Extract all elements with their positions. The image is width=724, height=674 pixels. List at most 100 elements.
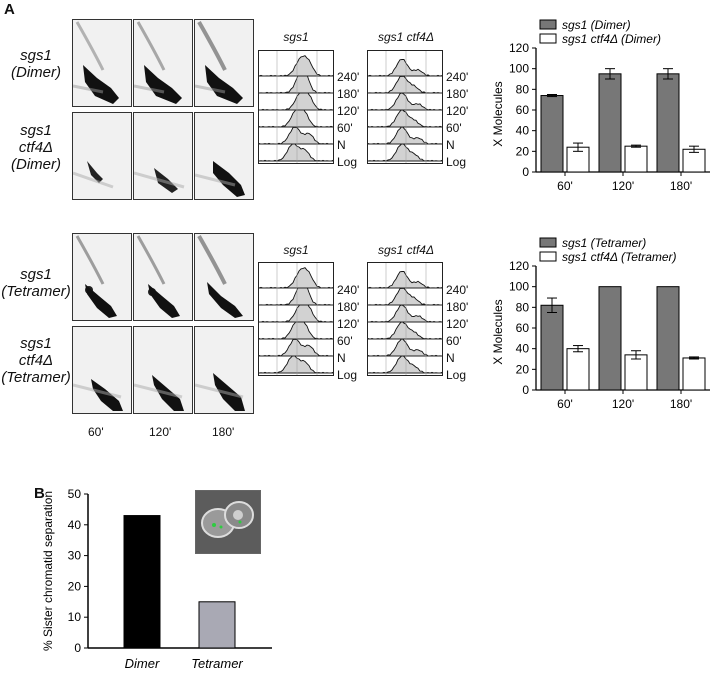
bar — [198, 601, 236, 649]
y-tick-label: 100 — [509, 280, 529, 294]
facs-histogram-stack — [367, 262, 443, 376]
bar-chart-dimer: 0 20 40 60 80 100 120 X Molecules 60' 120' 180' sgs… — [491, 18, 710, 193]
legend-label: sgs1 (Tetramer) — [562, 236, 646, 250]
gel-blot — [133, 326, 193, 414]
y-tick-label: 0 — [74, 641, 81, 655]
y-tick-label: 60 — [516, 321, 530, 335]
gel-blot — [72, 19, 132, 107]
legend-swatch — [539, 19, 557, 30]
x-tick-label: 60' — [557, 397, 573, 411]
legend-label: sgs1 ctf4Δ (Tetramer) — [562, 250, 677, 264]
bar-chart-tetramer: 0 20 40 60 80 100 120 X Molecules 60' 120' 180' sgs… — [491, 236, 710, 411]
y-tick-label: 40 — [516, 342, 530, 356]
facs-histogram — [368, 355, 442, 374]
facs-histogram — [259, 267, 333, 289]
row-label-sgs1-tetramer: sgs1 (Tetramer) — [1, 266, 71, 300]
bar — [624, 145, 648, 173]
bar — [624, 354, 648, 391]
gel-blot — [72, 326, 132, 414]
legend-swatch — [539, 251, 557, 262]
x-tick-label: 120' — [612, 397, 634, 411]
y-tick-label: 40 — [68, 518, 82, 532]
x-tick-label: 180' — [670, 179, 692, 193]
facs-title: sgs1 — [283, 30, 309, 44]
facs-title: sgs1 — [283, 243, 309, 257]
gel-blot — [72, 233, 132, 321]
bar — [566, 348, 590, 391]
bar — [656, 73, 680, 173]
x-tick-label: 180' — [670, 397, 692, 411]
facs-histogram — [368, 75, 442, 94]
y-tick-label: 0 — [522, 165, 529, 179]
facs-histogram — [368, 143, 442, 162]
y-tick-label: 20 — [68, 579, 82, 593]
y-tick-label: 60 — [516, 103, 530, 117]
y-tick-label: 50 — [68, 487, 82, 501]
x-tick-label: Dimer — [125, 656, 160, 671]
y-tick-label: 120 — [509, 41, 529, 55]
facs-histogram-stack — [258, 50, 334, 164]
facs-histogram-stack — [367, 50, 443, 164]
bar — [598, 73, 622, 173]
facs-histogram — [259, 55, 333, 77]
facs-histogram-stack — [258, 262, 334, 376]
facs-histogram — [368, 337, 442, 357]
panel-a-label: A — [4, 1, 15, 18]
gel-blot — [72, 112, 132, 200]
gel-time-label: 180' — [212, 425, 235, 439]
facs-title: sgs1 ctf4Δ — [377, 243, 435, 257]
facs-timepoint-labels: 240' 180' 120' 60' N Log — [337, 283, 360, 382]
y-axis-label: X Molecules — [491, 299, 505, 364]
facs-histogram — [259, 143, 333, 162]
y-tick-label: 30 — [68, 549, 82, 563]
y-tick-label: 100 — [509, 62, 529, 76]
gel-time-label: 60' — [88, 425, 104, 439]
facs-histogram — [368, 287, 442, 306]
facs-timepoint-labels: 240' 180' 120' 60' N Log — [446, 70, 469, 169]
facs-histogram — [368, 108, 442, 128]
facs-histogram — [368, 59, 442, 77]
gel-blot — [194, 112, 254, 200]
legend-label: sgs1 ctf4Δ (Dimer) — [562, 32, 661, 46]
facs-histogram — [368, 92, 442, 111]
bar — [540, 304, 564, 391]
facs-histogram — [368, 320, 442, 340]
microscopy-image — [195, 490, 261, 554]
facs-timepoint-labels: 240' 180' 120' 60' N Log — [446, 283, 469, 382]
gel-blot — [194, 233, 254, 321]
bar — [598, 286, 622, 391]
facs-timepoint-labels: 240' 180' 120' 60' N Log — [337, 70, 360, 169]
row-label-sgs1-ctf4-tetramer: sgs1 ctf4Δ (Tetramer) — [1, 335, 71, 386]
y-axis-label: % Sister chromatid separation — [41, 491, 55, 651]
facs-histogram — [259, 355, 333, 374]
y-tick-label: 20 — [516, 362, 530, 376]
y-tick-label: 40 — [516, 124, 530, 138]
gel-time-label: 120' — [149, 425, 172, 439]
gel-blot — [194, 326, 254, 414]
legend-swatch — [539, 237, 557, 248]
x-tick-label: 60' — [557, 179, 573, 193]
gel-blot — [194, 19, 254, 107]
facs-title: sgs1 ctf4Δ — [377, 30, 435, 44]
y-tick-label: 120 — [509, 259, 529, 273]
gel-blot — [133, 233, 193, 321]
panel-b-label: B — [34, 485, 45, 502]
bar — [540, 95, 564, 173]
y-tick-label: 80 — [516, 300, 530, 314]
facs-histogram — [259, 338, 333, 357]
facs-histogram — [259, 126, 333, 145]
bar — [656, 286, 680, 391]
legend-swatch — [539, 33, 557, 44]
bar — [123, 515, 161, 649]
y-tick-label: 0 — [522, 383, 529, 397]
x-tick-label: 120' — [612, 179, 634, 193]
y-tick-label: 20 — [516, 144, 530, 158]
facs-histogram — [368, 271, 442, 289]
y-axis-label: X Molecules — [491, 81, 505, 146]
facs-histogram — [368, 304, 442, 323]
bar — [682, 357, 706, 391]
gel-blot — [133, 19, 193, 107]
legend-label: sgs1 (Dimer) — [562, 18, 631, 32]
facs-histogram — [368, 125, 442, 145]
y-tick-label: 80 — [516, 82, 530, 96]
